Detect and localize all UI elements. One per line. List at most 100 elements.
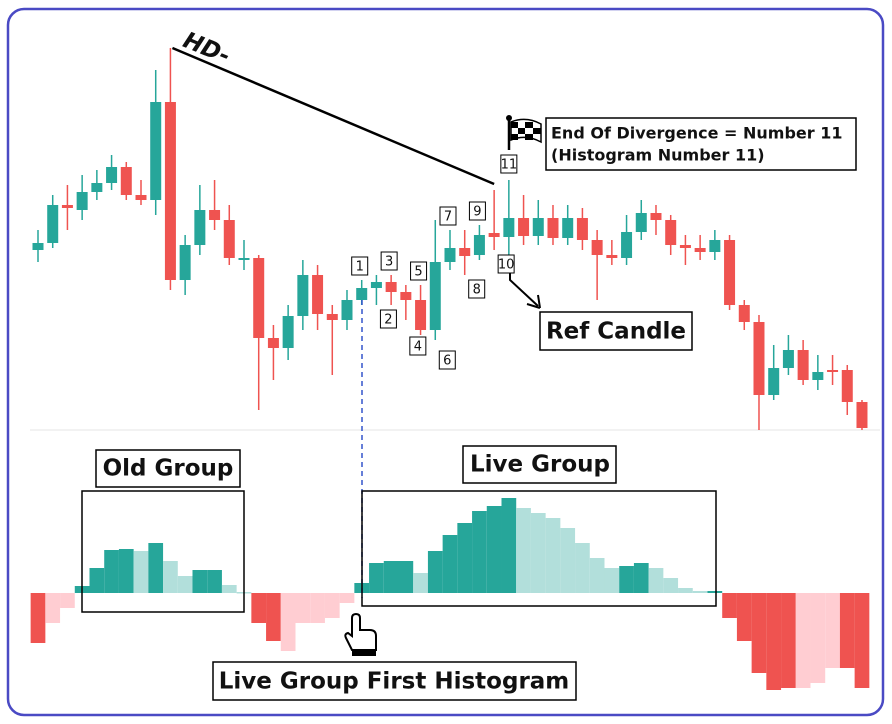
histogram-bar [722, 593, 737, 618]
number-box [497, 254, 515, 274]
candle-body [562, 218, 574, 238]
histogram-bar [589, 558, 605, 593]
candle-body [150, 102, 162, 200]
candle-body [282, 316, 294, 348]
candle-body [576, 218, 588, 240]
flag-icon [506, 115, 542, 150]
candle-body [179, 245, 191, 280]
histogram-bar [530, 513, 546, 593]
histogram-bar [633, 563, 649, 593]
candle-body [488, 233, 500, 237]
histogram-bar [707, 591, 723, 593]
candle-body [724, 240, 736, 305]
histogram-bar [251, 593, 267, 623]
histogram-bar [516, 508, 531, 593]
candle-number: 8 [473, 283, 481, 298]
candle-body [106, 167, 118, 183]
old-group-label: Old Group [103, 456, 234, 482]
candle-body [532, 218, 544, 236]
histogram-bar [692, 591, 708, 593]
candle-body [841, 370, 853, 402]
histogram-bar [163, 561, 178, 593]
number-box [379, 309, 397, 329]
candle-body [797, 350, 809, 380]
histogram-bar [648, 568, 664, 593]
candle-body [444, 248, 456, 262]
candle-number: 4 [414, 340, 422, 355]
candle-body [209, 210, 221, 220]
histogram-bar [736, 593, 752, 641]
candle-body [547, 218, 559, 238]
histogram-bar [766, 593, 782, 690]
candle-body [753, 322, 765, 395]
candle-number: 9 [473, 205, 481, 220]
candle-body [91, 183, 103, 192]
divergence-line [171, 46, 495, 186]
histogram-bar [295, 593, 311, 623]
candle-body [76, 192, 88, 210]
candle-number: 3 [385, 255, 393, 270]
candle-body [812, 372, 824, 380]
histogram-bar [795, 593, 811, 688]
histogram [30, 498, 870, 690]
histogram-bar [545, 518, 561, 593]
label-box [95, 449, 241, 488]
histogram-bar [427, 551, 443, 593]
hand-icon [344, 612, 377, 656]
number-box [500, 154, 518, 174]
histogram-bar [678, 588, 693, 593]
histogram-bar [501, 498, 517, 593]
candle-body [32, 243, 44, 250]
candle-number: 5 [414, 265, 422, 280]
number-box [438, 350, 456, 370]
candle-body [253, 258, 265, 338]
histogram-bar [854, 593, 870, 688]
end-divergence-line2: (Histogram Number 11) [551, 146, 765, 165]
histogram-bar [369, 563, 384, 593]
candle-number: 6 [443, 354, 451, 369]
histogram-bar [148, 543, 164, 593]
histogram-bar [177, 576, 193, 593]
number-box [468, 279, 486, 299]
label-box [539, 311, 693, 351]
candle-body [503, 218, 515, 237]
candle-body [164, 102, 176, 280]
histogram-bar [192, 570, 208, 593]
candle-body [267, 338, 279, 348]
label-box [212, 661, 577, 701]
candle-body [635, 213, 647, 232]
candle-body [326, 314, 338, 320]
histogram-bar [751, 593, 767, 673]
number-box [410, 261, 428, 281]
histogram-bar [442, 535, 458, 593]
histogram-bar [398, 561, 414, 593]
candle-body [606, 255, 618, 258]
candle-body [385, 282, 397, 292]
histogram-bar [781, 593, 796, 688]
histogram-bar [457, 523, 473, 593]
candle-body [709, 240, 721, 252]
candle-body [47, 205, 59, 243]
label-box [545, 117, 857, 171]
histogram-bar [60, 593, 75, 608]
candle-body [223, 220, 235, 258]
histogram-bar [339, 593, 355, 603]
candle-body [827, 370, 839, 372]
histogram-bar [486, 506, 502, 593]
number-box [468, 201, 486, 221]
histogram-bar [30, 593, 46, 643]
histogram-bar [663, 578, 679, 593]
candle-body [400, 292, 412, 300]
histogram-bar [413, 573, 428, 593]
histogram-bar [118, 549, 134, 593]
candle-body [473, 235, 485, 255]
histogram-bar [104, 550, 119, 593]
candle-body [356, 288, 368, 300]
histogram-bar [560, 528, 576, 593]
candle-body [194, 210, 206, 245]
candle-body [120, 167, 132, 195]
candle-body [679, 245, 691, 248]
histogram-bar [383, 561, 399, 593]
candle-body [782, 350, 794, 368]
